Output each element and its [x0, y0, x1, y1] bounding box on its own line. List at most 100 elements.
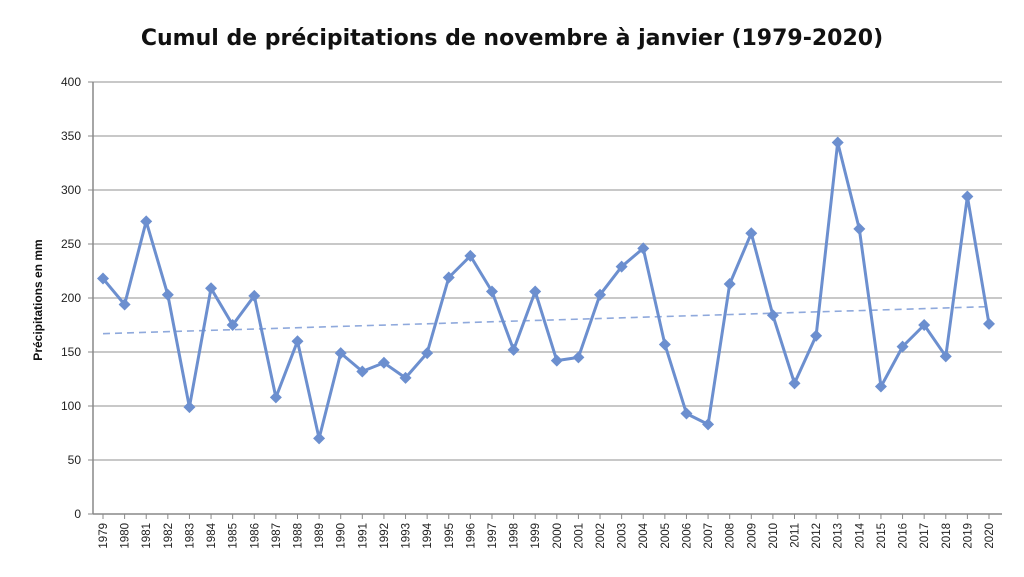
- x-tick-label: 1989: [314, 523, 326, 549]
- y-tick-label: 100: [61, 399, 81, 413]
- x-tick-label: 2014: [854, 522, 866, 548]
- data-point-2010: [766, 309, 779, 322]
- data-point-1993: [399, 371, 412, 384]
- data-point-1986: [248, 289, 261, 302]
- y-tick-label: 300: [61, 183, 81, 197]
- x-tick-label: 2001: [573, 523, 585, 549]
- data-point-1982: [161, 288, 174, 301]
- x-tick-label: 1984: [206, 522, 218, 548]
- x-tick-label: 2004: [638, 522, 650, 548]
- data-point-2013: [831, 136, 844, 149]
- data-point-2002: [594, 288, 607, 301]
- x-tick-label: 1992: [379, 523, 391, 549]
- data-point-1979: [97, 272, 109, 285]
- x-tick-label: 2020: [984, 523, 996, 549]
- x-tick-label: 1983: [184, 523, 196, 549]
- trendline-layer: [102, 305, 990, 335]
- y-tick-label: 350: [61, 129, 81, 143]
- data-point-1994: [421, 347, 434, 360]
- x-tick-label: 2000: [552, 523, 564, 549]
- chart-title: Cumul de précipitations de novembre à ja…: [140, 26, 884, 51]
- x-tick-label: 2007: [703, 523, 715, 549]
- data-point-2008: [723, 277, 736, 290]
- x-tick-label: 2013: [833, 523, 845, 549]
- data-point-2005: [658, 338, 671, 351]
- x-tick-label: 1981: [141, 523, 153, 549]
- x-tick-label: 1999: [530, 523, 542, 549]
- data-point-1995: [442, 271, 455, 284]
- x-tick-label: 1980: [120, 523, 132, 549]
- data-point-2001: [572, 351, 585, 364]
- x-tick-label: 2018: [941, 523, 953, 549]
- x-tick-label: 2015: [876, 523, 888, 549]
- x-tick-label: 2008: [725, 523, 737, 549]
- x-tick-label: 1985: [228, 523, 240, 549]
- y-tick-label: 150: [61, 345, 81, 359]
- x-tick-label: 1997: [487, 523, 499, 549]
- data-point-2007: [702, 418, 715, 431]
- data-point-1988: [291, 335, 304, 348]
- series-layer: [97, 136, 995, 445]
- y-axis-label: Précipitations en mm: [31, 239, 45, 360]
- x-tick-label: 2011: [790, 523, 802, 548]
- data-point-2011: [788, 377, 801, 390]
- data-point-1987: [269, 391, 282, 404]
- trendline: [102, 305, 990, 335]
- data-point-1996: [464, 249, 477, 262]
- x-tick-label: 1994: [422, 522, 434, 548]
- data-point-2015: [874, 380, 887, 393]
- data-point-2009: [745, 227, 758, 240]
- x-tick-label: 1987: [271, 523, 283, 549]
- data-point-2020: [983, 317, 995, 330]
- data-point-1998: [507, 343, 520, 356]
- data-point-2019: [961, 190, 974, 203]
- x-tick-label: 2002: [595, 523, 607, 549]
- x-tick-label: 2009: [746, 523, 758, 549]
- x-tick-label: 1990: [336, 523, 348, 549]
- data-point-1981: [140, 215, 153, 228]
- y-tick-label: 200: [61, 291, 81, 305]
- x-tick-label: 1988: [292, 523, 304, 549]
- x-tick-label: 1986: [249, 523, 261, 549]
- x-tick-label: 2017: [919, 523, 931, 549]
- x-tick-label: 2016: [898, 523, 910, 549]
- data-point-2000: [550, 354, 563, 367]
- data-point-2006: [680, 407, 693, 420]
- data-point-1999: [529, 285, 542, 298]
- x-tick-label: 2019: [962, 523, 974, 549]
- data-point-1989: [313, 432, 326, 445]
- data-point-1991: [356, 365, 369, 378]
- x-tick-label: 2006: [681, 523, 693, 549]
- series-line: [101, 141, 991, 440]
- x-tick-label: 1996: [465, 523, 477, 549]
- data-point-2014: [853, 222, 866, 235]
- x-tick-label: 1993: [401, 523, 413, 549]
- x-tick-label: 1979: [98, 523, 110, 549]
- data-point-2017: [918, 319, 931, 331]
- x-tick-label: 2010: [768, 523, 780, 549]
- data-point-1990: [334, 347, 347, 360]
- data-point-1992: [377, 356, 390, 369]
- data-point-2012: [810, 329, 823, 342]
- x-tick-label: 1995: [444, 523, 456, 549]
- data-point-2018: [939, 350, 952, 363]
- data-point-1997: [485, 285, 498, 298]
- y-tick-label: 250: [61, 237, 81, 251]
- data-point-1984: [205, 282, 218, 295]
- x-tick-label: 1982: [163, 523, 175, 549]
- data-point-1980: [118, 298, 131, 311]
- y-tick-label: 50: [68, 453, 82, 467]
- data-point-2003: [615, 260, 628, 273]
- x-tick-label: 2005: [660, 523, 672, 549]
- y-tick-label: 400: [61, 75, 81, 89]
- y-tick-label: 0: [74, 507, 81, 521]
- data-point-1985: [226, 319, 239, 331]
- tick-labels: 0 50 100 150 200 250 300 350 400 1979 1980 1981 1982…: [61, 75, 996, 549]
- x-tick-label: 1998: [509, 523, 521, 549]
- axes: [88, 81, 1002, 519]
- data-point-2004: [637, 242, 650, 255]
- x-tick-label: 2012: [811, 523, 823, 549]
- x-tick-label: 1991: [357, 523, 369, 549]
